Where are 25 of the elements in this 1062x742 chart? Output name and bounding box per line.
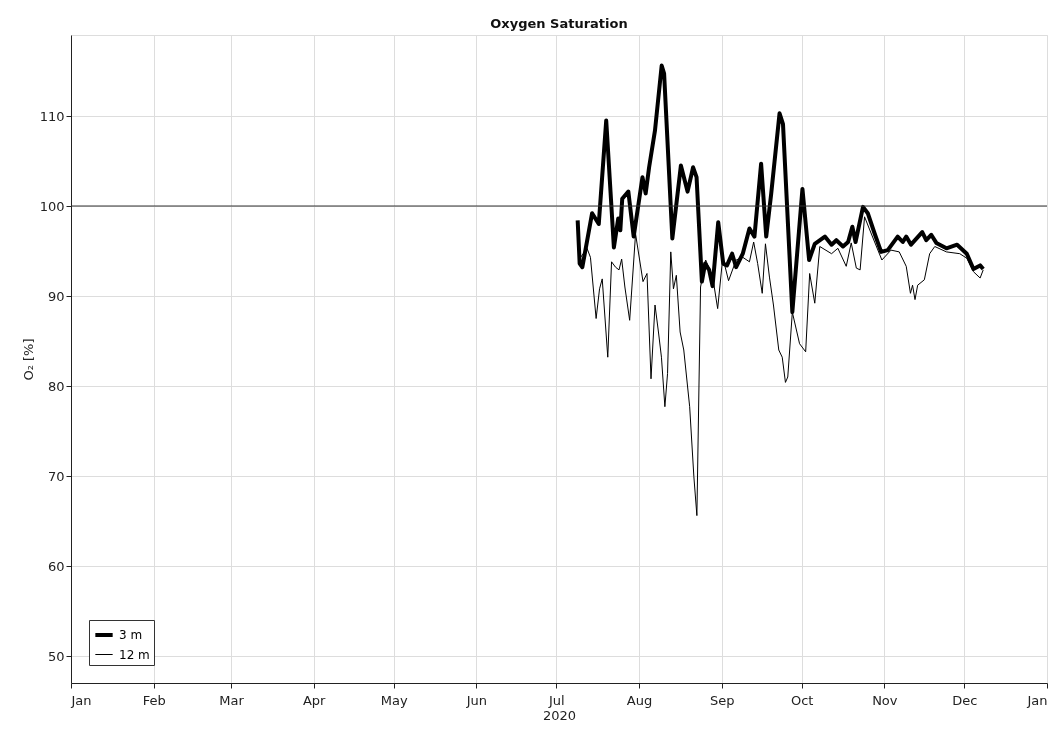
- x-tick-label: Jun: [465, 692, 487, 708]
- x-tick-label: Jan: [1026, 692, 1048, 708]
- x-axis-title: 2020: [542, 707, 577, 723]
- chart-title: Oxygen Saturation: [490, 16, 628, 31]
- x-tick-label: Jan: [70, 692, 92, 708]
- legend-label: 3 m: [119, 628, 143, 642]
- x-tick-label: May: [380, 692, 408, 708]
- y-axis-title: O₂ [%]: [20, 338, 36, 381]
- y-tick-label: 60: [47, 558, 65, 574]
- legend-label: 12 m: [119, 647, 150, 662]
- y-tick-label: 90: [47, 288, 65, 304]
- x-tick-label: Oct: [790, 692, 814, 708]
- x-tick-label: Mar: [219, 692, 245, 708]
- y-tick-label: 100: [39, 198, 65, 214]
- x-tick-label: Nov: [872, 692, 898, 708]
- y-tick-label: 110: [39, 108, 65, 124]
- y-tick-label: 50: [47, 648, 65, 664]
- x-tick-label: Aug: [626, 692, 653, 708]
- y-tick-label: 80: [47, 378, 65, 394]
- x-tick-label: Dec: [952, 692, 978, 708]
- x-tick-label: Jul: [547, 692, 565, 708]
- x-tick-label: Feb: [142, 692, 166, 708]
- x-tick-label: Sep: [709, 692, 735, 708]
- x-tick-label: Apr: [302, 692, 327, 708]
- y-tick-label: 70: [47, 468, 65, 484]
